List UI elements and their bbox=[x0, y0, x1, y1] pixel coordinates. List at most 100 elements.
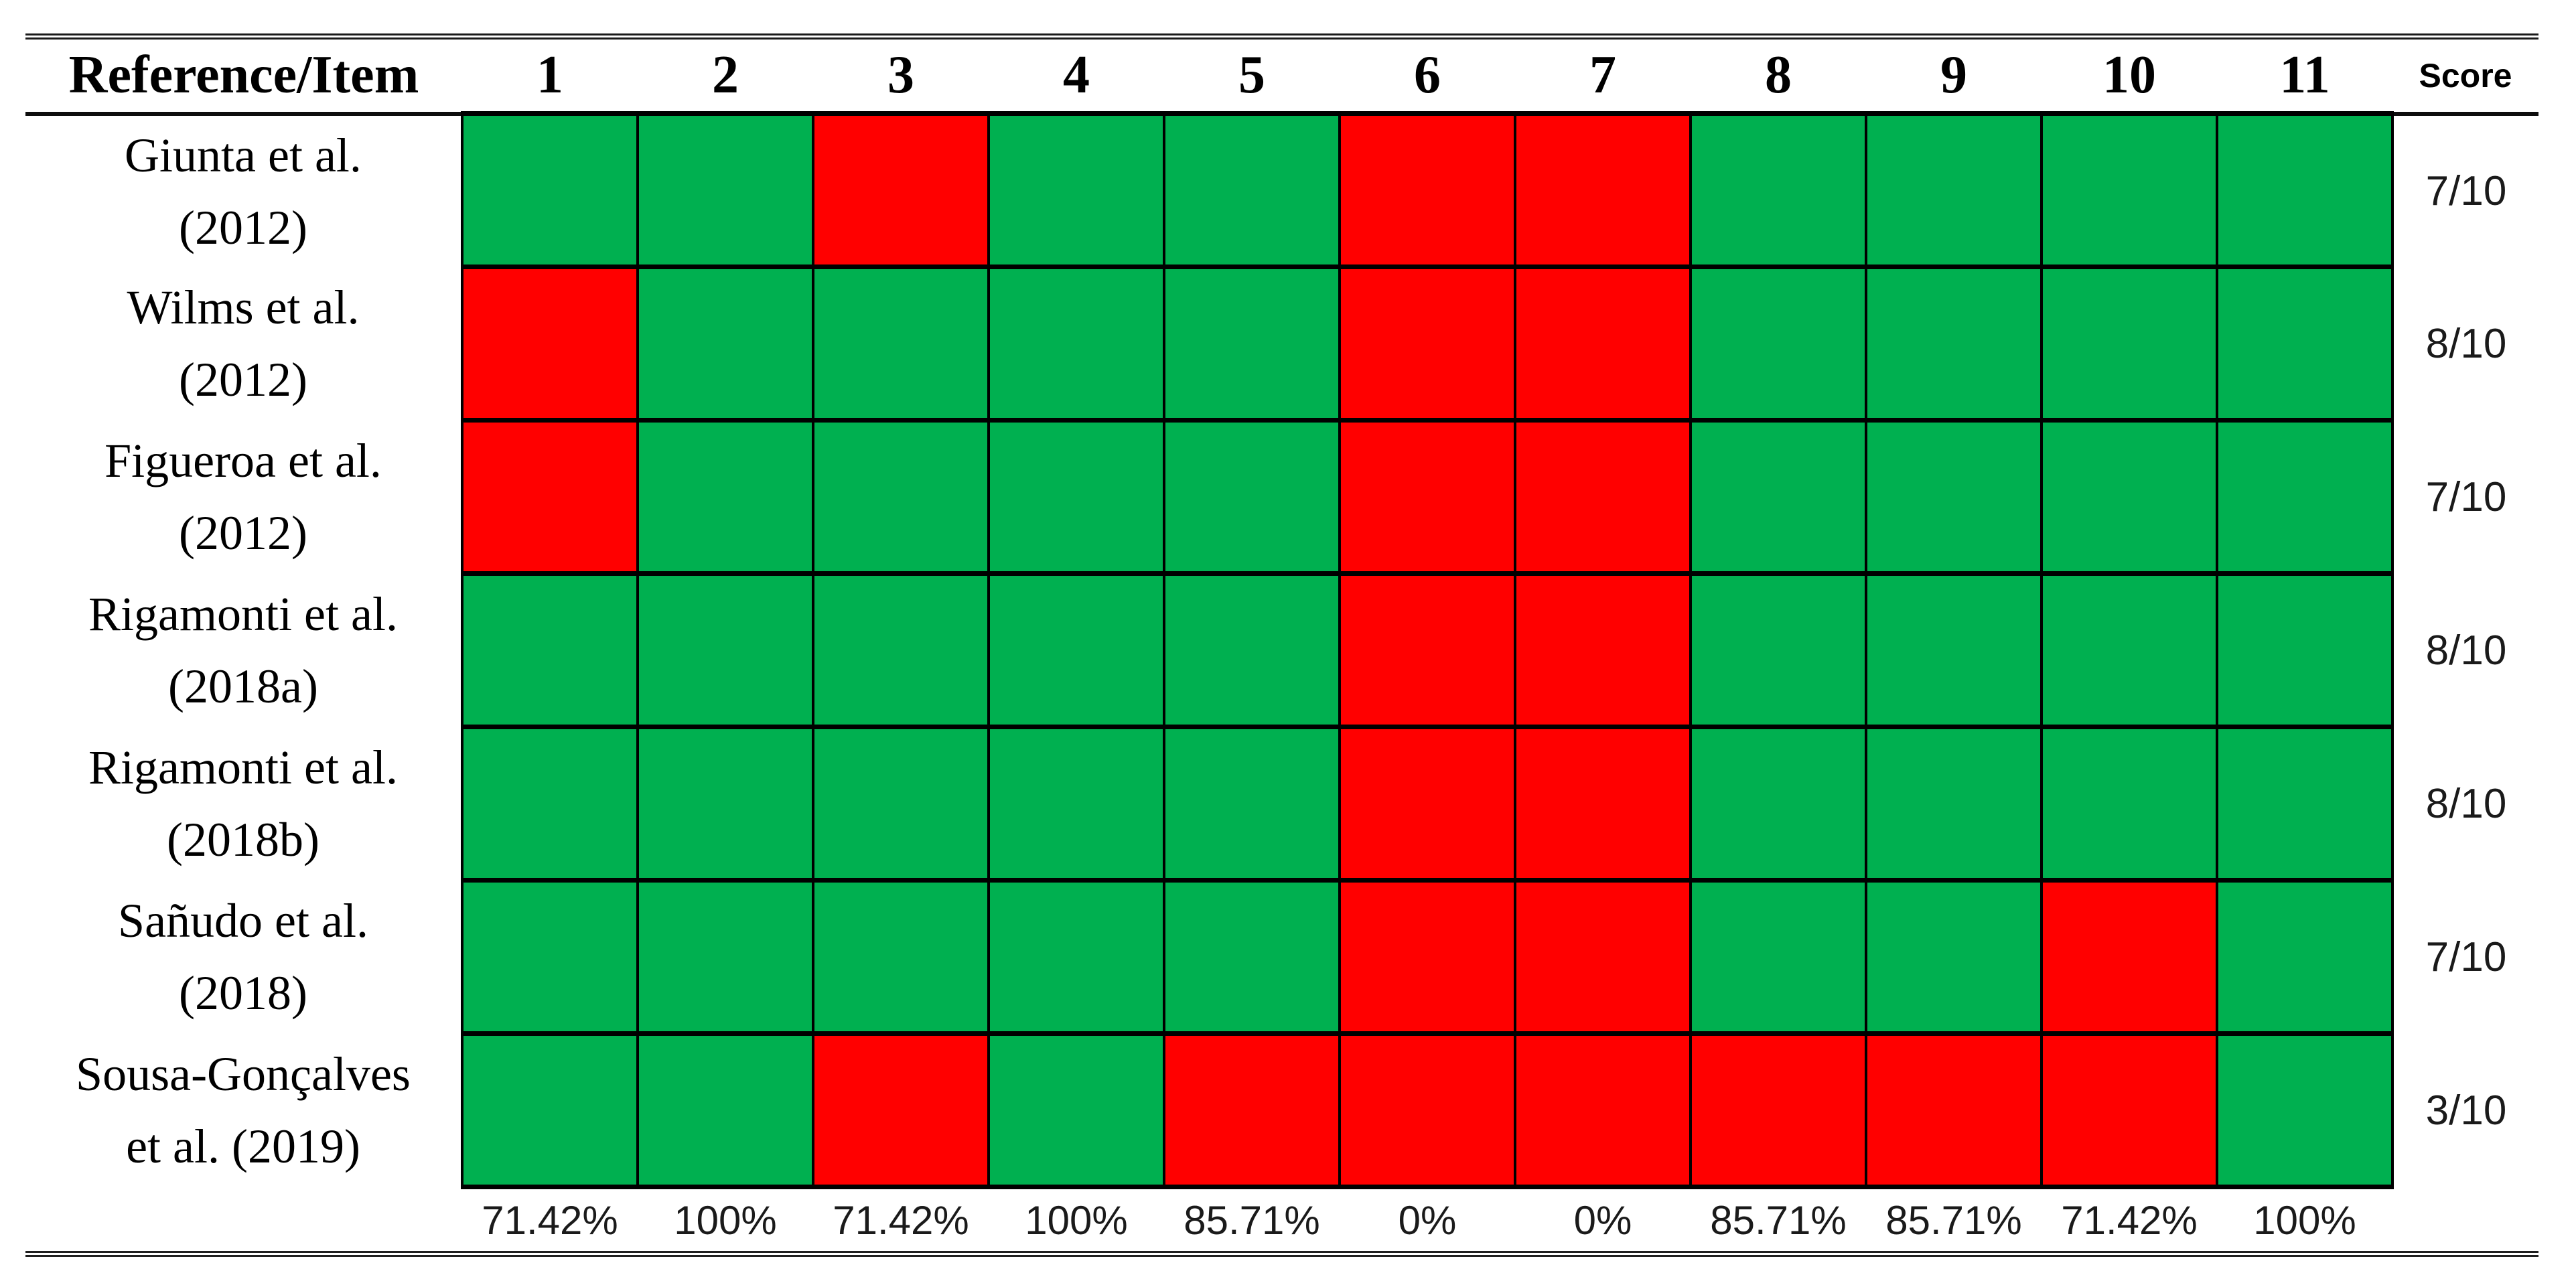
column-percentage-5: 85.71% bbox=[1164, 1187, 1340, 1257]
matrix-cell-r3-c7 bbox=[1514, 418, 1692, 576]
matrix-cell-r1-c8 bbox=[1689, 111, 1867, 269]
header-row: Reference/Item 1 2 3 4 5 6 7 8 9 10 11 Score bbox=[25, 33, 2538, 116]
matrix-cell-r6-c10 bbox=[2040, 878, 2218, 1036]
matrix-cell-r5-c11 bbox=[2216, 725, 2394, 883]
matrix-cell-r1-c3 bbox=[812, 111, 990, 269]
matrix-cell-r1-c9 bbox=[1865, 111, 2043, 269]
matrix-cell-r3-c5 bbox=[1163, 418, 1341, 576]
header-item-2: 2 bbox=[638, 33, 813, 116]
matrix-cell-r3-c11 bbox=[2216, 418, 2394, 576]
column-percentage-3: 71.42% bbox=[813, 1187, 989, 1257]
header-item-10: 10 bbox=[2042, 33, 2217, 116]
matrix-cell-r2-c7 bbox=[1514, 264, 1692, 423]
matrix-cell-r5-c4 bbox=[987, 725, 1165, 883]
quality-assessment-table: Reference/Item 1 2 3 4 5 6 7 8 9 10 11 Score Giunta… bbox=[25, 33, 2538, 1257]
matrix-cell-r4-c2 bbox=[636, 571, 814, 729]
matrix-cell-r6-c4 bbox=[987, 878, 1165, 1036]
matrix-cell-r4-c4 bbox=[987, 571, 1165, 729]
matrix-cell-r2-c9 bbox=[1865, 264, 2043, 423]
row-label: Sousa-Gonçalves et al. (2019) bbox=[25, 1033, 462, 1187]
matrix-cell-r1-c6 bbox=[1338, 111, 1516, 269]
matrix-cell-r2-c4 bbox=[987, 264, 1165, 423]
matrix-cell-r6-c6 bbox=[1338, 878, 1516, 1036]
row-label-line: Rigamonti et al. bbox=[88, 741, 398, 794]
matrix-cell-r5-c8 bbox=[1689, 725, 1867, 883]
matrix-cell-r7-c4 bbox=[987, 1031, 1165, 1189]
row-score: 8/10 bbox=[2392, 267, 2538, 421]
matrix-cell-r2-c3 bbox=[812, 264, 990, 423]
matrix-cell-r3-c4 bbox=[987, 418, 1165, 576]
row-label-line: Figueroa et al. bbox=[104, 434, 382, 487]
matrix-cell-r6-c2 bbox=[636, 878, 814, 1036]
matrix-cell-r4-c3 bbox=[812, 571, 990, 729]
matrix-cell-r4-c9 bbox=[1865, 571, 2043, 729]
matrix-cell-r3-c9 bbox=[1865, 418, 2043, 576]
matrix-cell-r4-c5 bbox=[1163, 571, 1341, 729]
column-percentage-10: 71.42% bbox=[2042, 1187, 2217, 1257]
row-score: 7/10 bbox=[2392, 113, 2538, 267]
table-row: Wilms et al. (2012) 8/10 bbox=[25, 264, 2538, 423]
column-percentage-6: 0% bbox=[1340, 1187, 1515, 1257]
row-label-line: (2012) bbox=[179, 506, 307, 560]
matrix-cell-r1-c7 bbox=[1514, 111, 1692, 269]
matrix-cell-r2-c6 bbox=[1338, 264, 1516, 423]
matrix-cell-r1-c4 bbox=[987, 111, 1165, 269]
column-percentage-11: 100% bbox=[2217, 1187, 2392, 1257]
matrix-cell-r7-c3 bbox=[812, 1031, 990, 1189]
matrix-cell-r3-c10 bbox=[2040, 418, 2218, 576]
table-row: Sousa-Gonçalves et al. (2019) 3/10 bbox=[25, 1031, 2538, 1189]
matrix-cell-r5-c3 bbox=[812, 725, 990, 883]
row-label-line: et al. (2019) bbox=[126, 1120, 360, 1173]
row-label: Wilms et al. (2012) bbox=[25, 267, 462, 421]
matrix-cell-r7-c7 bbox=[1514, 1031, 1692, 1189]
header-item-1: 1 bbox=[462, 33, 638, 116]
header-item-5: 5 bbox=[1164, 33, 1340, 116]
matrix-cell-r2-c2 bbox=[636, 264, 814, 423]
matrix-cell-r3-c8 bbox=[1689, 418, 1867, 576]
footer-empty-score bbox=[2392, 1187, 2538, 1257]
matrix-cell-r6-c8 bbox=[1689, 878, 1867, 1036]
row-label-line: (2018b) bbox=[167, 813, 319, 866]
matrix-cell-r3-c6 bbox=[1338, 418, 1516, 576]
row-score: 7/10 bbox=[2392, 880, 2538, 1034]
matrix-cell-r7-c1 bbox=[461, 1031, 639, 1189]
row-label: Giunta et al. (2012) bbox=[25, 113, 462, 267]
column-percentage-8: 85.71% bbox=[1691, 1187, 1866, 1257]
header-item-11: 11 bbox=[2217, 33, 2392, 116]
matrix-cell-r4-c11 bbox=[2216, 571, 2394, 729]
matrix-cell-r7-c10 bbox=[2040, 1031, 2218, 1189]
matrix-cell-r6-c11 bbox=[2216, 878, 2394, 1036]
row-score: 8/10 bbox=[2392, 573, 2538, 727]
matrix-cell-r6-c1 bbox=[461, 878, 639, 1036]
table-row: Figueroa et al. (2012) 7/10 bbox=[25, 418, 2538, 576]
row-score: 8/10 bbox=[2392, 727, 2538, 881]
row-label-line: Sañudo et al. bbox=[118, 894, 368, 948]
footer-row: 71.42% 100% 71.42% 100% 85.71% 0% 0% 85.71% 85.7… bbox=[25, 1187, 2538, 1257]
matrix-cell-r5-c7 bbox=[1514, 725, 1692, 883]
header-item-6: 6 bbox=[1340, 33, 1515, 116]
matrix-cell-r5-c9 bbox=[1865, 725, 2043, 883]
matrix-cell-r1-c5 bbox=[1163, 111, 1341, 269]
matrix-cell-r1-c11 bbox=[2216, 111, 2394, 269]
matrix-cell-r4-c7 bbox=[1514, 571, 1692, 729]
row-label-line: (2012) bbox=[179, 353, 307, 406]
matrix-cell-r6-c7 bbox=[1514, 878, 1692, 1036]
matrix-cell-r5-c10 bbox=[2040, 725, 2218, 883]
matrix-cell-r4-c6 bbox=[1338, 571, 1516, 729]
matrix-cell-r2-c8 bbox=[1689, 264, 1867, 423]
header-item-7: 7 bbox=[1515, 33, 1691, 116]
matrix-cell-r7-c5 bbox=[1163, 1031, 1341, 1189]
matrix-cell-r3-c1 bbox=[461, 418, 639, 576]
matrix-cell-r5-c5 bbox=[1163, 725, 1341, 883]
matrix-cell-r3-c2 bbox=[636, 418, 814, 576]
matrix-cell-r2-c11 bbox=[2216, 264, 2394, 423]
row-label-line: (2018) bbox=[179, 966, 307, 1020]
matrix-cell-r1-c1 bbox=[461, 111, 639, 269]
row-label: Rigamonti et al. (2018b) bbox=[25, 727, 462, 881]
row-label-line: Rigamonti et al. bbox=[88, 587, 398, 641]
row-label: Figueroa et al. (2012) bbox=[25, 420, 462, 574]
matrix-cell-r1-c10 bbox=[2040, 111, 2218, 269]
column-percentage-7: 0% bbox=[1515, 1187, 1691, 1257]
matrix-cell-r2-c5 bbox=[1163, 264, 1341, 423]
